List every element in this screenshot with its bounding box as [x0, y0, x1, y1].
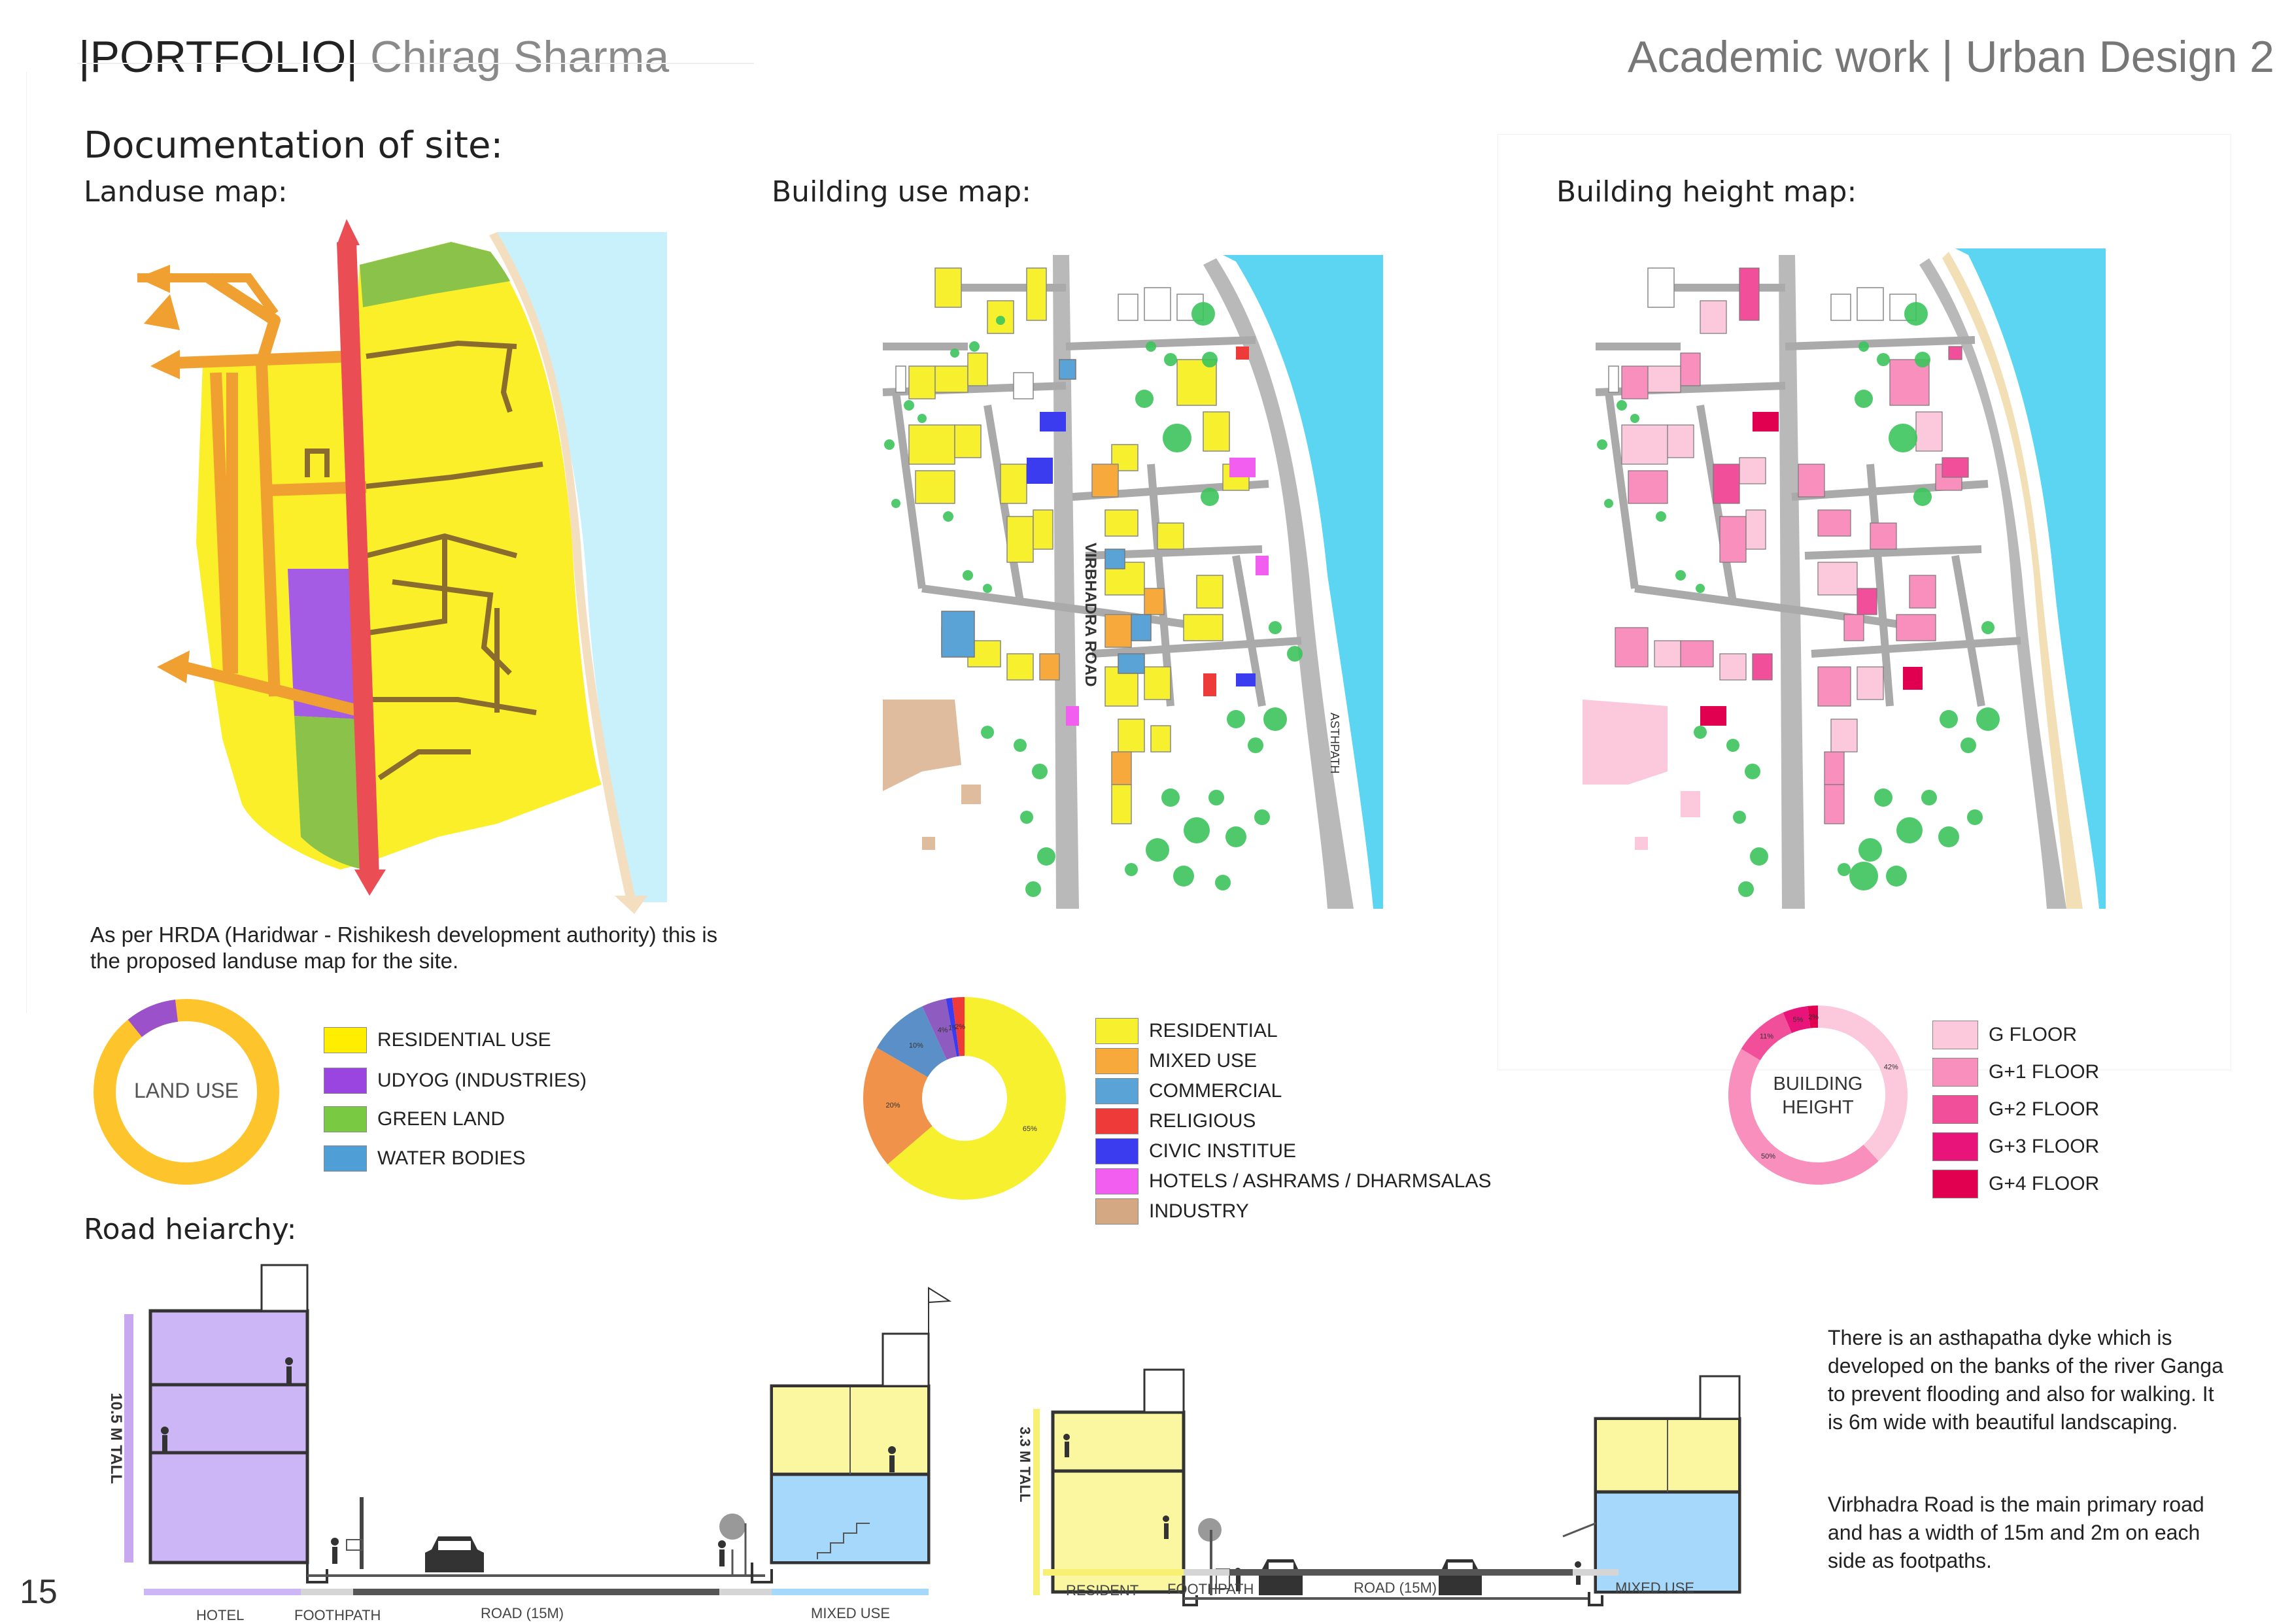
landuse-legend-industries: UDYOG (INDUSTRIES) [324, 1062, 587, 1100]
asthpath-label: ASTHPATH [1328, 713, 1341, 773]
landuse-donut [94, 999, 279, 1185]
section2-label-resident: RESIDENT [1066, 1582, 1139, 1599]
asthapatha-paragraph: There is an asthapatha dyke which is dev… [1828, 1326, 2223, 1434]
landuse-note: As per HRDA (Haridwar - Rishikesh develo… [90, 922, 718, 973]
building-use-slice-label-0: 65% [1023, 1125, 1037, 1133]
bu-legend-industry: INDUSTRY [1095, 1196, 1491, 1226]
section1-label-footpath: FOOTHPATH [294, 1607, 381, 1623]
section2-label-footpath: FOOTHPATH [1167, 1581, 1254, 1597]
height-panel-frame [1498, 134, 2231, 1070]
building-use-slice-5 [951, 997, 965, 1057]
building-use-slice-label-3: 4% [938, 1026, 948, 1034]
bu-legend-commercial: COMMERCIAL [1095, 1076, 1491, 1106]
section2-label-road: ROAD (15M) [1354, 1580, 1437, 1596]
page-title: Documentation of site: [84, 124, 504, 167]
building-use-slice-label-5: 2% [955, 1023, 965, 1031]
building-height-title: Building height map: [1556, 175, 1857, 209]
bh-legend-g3: G+3 FLOOR [1932, 1128, 2099, 1165]
building-height-slice-1 [1728, 1049, 1879, 1185]
road-section-2: 3.3 M TALL [1017, 1368, 1741, 1606]
landuse-legend: RESIDENTIAL USE UDYOG (INDUSTRIES) GREEN… [324, 1019, 587, 1178]
building-use-slice-3 [922, 998, 958, 1060]
building-use-slice-2 [876, 1006, 948, 1078]
building-use-title: Building use map: [772, 175, 1031, 209]
road-hierarchy-title: Road heiarchy: [84, 1213, 297, 1246]
building-use-slice-1 [863, 1047, 933, 1164]
bh-legend-g: G FLOOR [1932, 1016, 2099, 1053]
landuse-donut-label: LAND USE [133, 1079, 239, 1102]
building-height-slice-label-3: 5% [1793, 1016, 1804, 1024]
bu-legend-residential: RESIDENTIAL [1095, 1016, 1491, 1046]
virbhadra-paragraph: Virbhadra Road is the main primary road … [1828, 1493, 2204, 1572]
left-panel-frame [26, 72, 27, 1013]
author-name: Chirag Sharma [369, 32, 670, 82]
section1-label-hotel: HOTEL [196, 1607, 245, 1623]
virbhadra-road-label: VIRBHADRA ROAD [1082, 543, 1099, 686]
bh-legend-g4: G+4 FLOOR [1932, 1165, 2099, 1202]
bu-legend-mixed-use: MIXED USE [1095, 1046, 1491, 1076]
landuse-title: Landuse map: [84, 175, 288, 209]
building-use-slice-label-2: 10% [909, 1042, 923, 1050]
height-donut-label: BUILDING HEIGHT [1773, 1074, 1863, 1118]
building-use-slice-label-1: 20% [885, 1102, 900, 1109]
building-height-slice-label-0: 42% [1884, 1063, 1898, 1071]
building-use-slice-4 [946, 998, 960, 1057]
building-height-slice-2 [1741, 1012, 1792, 1061]
landuse-map [137, 219, 667, 914]
portfolio-header: |PORTFOLIO| Chirag Sharma [78, 32, 670, 82]
building-height-legend: G FLOOR G+1 FLOOR G+2 FLOOR G+3 FLOOR G+… [1932, 1016, 2099, 1202]
page-number: 15 [20, 1573, 58, 1611]
road-section-1: 10.5 M TALL [107, 1264, 952, 1595]
bu-legend-religious: RELIGIOUS [1095, 1106, 1491, 1136]
building-use-legend: RESIDENTIAL MIXED USE COMMERCIAL RELIGIO… [1095, 1016, 1491, 1226]
landuse-legend-water: WATER BODIES [324, 1139, 587, 1178]
building-height-slice-label-1: 50% [1761, 1153, 1775, 1160]
section2-label-mixed: MIXED USE [1615, 1580, 1695, 1596]
course-header: Academic work | Urban Design 2 [1628, 32, 2274, 82]
building-use-slice-0 [887, 997, 1066, 1200]
bh-legend-g1: G+1 FLOOR [1932, 1053, 2099, 1091]
bu-legend-civic: CIVIC INSTITUE [1095, 1136, 1491, 1166]
section2-height-label: 3.3 M TALL [1017, 1427, 1033, 1502]
landuse-legend-residential: RESIDENTIAL USE [324, 1019, 587, 1062]
building-use-donut: 65%20%10%4% 1%2% [863, 997, 1066, 1200]
building-height-slice-3 [1783, 1006, 1811, 1034]
building-height-slice-0 [1817, 1006, 1908, 1161]
bu-legend-hotels: HOTELS / ASHRAMS / DHARMSALAS [1095, 1166, 1491, 1196]
section1-label-mixed: MIXED USE [811, 1605, 891, 1621]
header-divider [77, 63, 754, 64]
section1-label-road: ROAD (15M) [481, 1605, 564, 1621]
building-height-slice-label-4: 2% [1808, 1013, 1819, 1021]
section2-strip [1043, 1569, 1730, 1576]
portfolio-label: PORTFOLIO [90, 32, 347, 82]
section1-height-label: 10.5 M TALL [107, 1393, 125, 1484]
building-height-donut: 42% 50% 11% 5% 2% [1728, 1006, 1908, 1185]
building-height-map [1583, 248, 2106, 909]
building-height-slice-label-2: 11% [1760, 1032, 1773, 1040]
building-use-map: VIRBHADRA ROAD ASTHPATH [882, 255, 1383, 909]
bh-legend-g2: G+2 FLOOR [1932, 1091, 2099, 1128]
landuse-legend-green: GREEN LAND [324, 1100, 587, 1139]
